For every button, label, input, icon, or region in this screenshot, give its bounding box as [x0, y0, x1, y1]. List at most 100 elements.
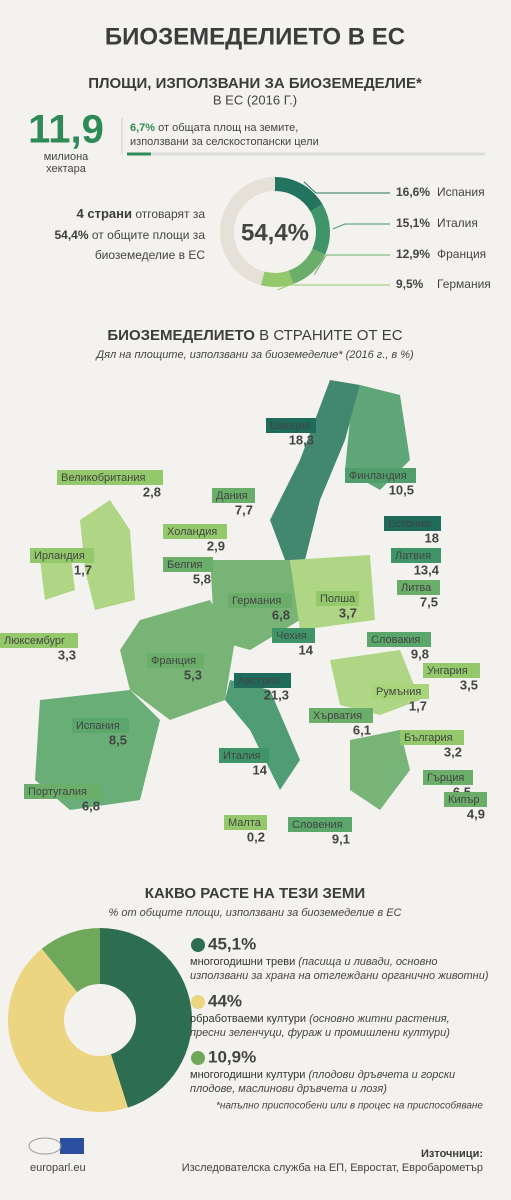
country-name: Румъния: [376, 686, 421, 698]
share-label: 6,7%: [130, 122, 155, 134]
ring-label: 9,5%: [396, 277, 424, 291]
crop-desc: (пасища и ливади, основно: [298, 956, 437, 968]
country-value: 4,9: [467, 806, 485, 821]
country-label-box: [147, 653, 204, 668]
country-name: Хърватия: [313, 710, 362, 722]
country-value: 14: [253, 762, 268, 777]
crop-desc: (плодови дръвчета и горски: [308, 1069, 455, 1081]
country-value: 6,1: [353, 722, 371, 737]
country-name: Великобритания: [61, 472, 146, 484]
country-name: Естония: [388, 518, 430, 530]
top-text: 54,4% от общите площи за: [54, 228, 205, 242]
ring-segment: [260, 270, 294, 287]
crop-line: обработваеми култури (основно житни раст…: [190, 1013, 450, 1025]
country-value: 0,2: [247, 829, 265, 844]
crop-desc: плодове, маслинови дръвчета и лозя): [190, 1083, 387, 1095]
donut-segment: [100, 928, 192, 1108]
country-value: 18,3: [289, 432, 314, 447]
country-label-box: [444, 792, 487, 807]
ring-segment: [310, 204, 330, 255]
country-value: 9,1: [332, 831, 350, 846]
page-title: БИОЗЕМЕДЕЛИЕТО В ЕС: [105, 23, 405, 50]
country-name: Австрия: [238, 675, 280, 687]
icon: [191, 995, 205, 1009]
site: europarl.eu: [30, 1162, 86, 1174]
country-label-box: [266, 418, 316, 433]
country-label-box: [423, 663, 480, 678]
country-name: Холандия: [167, 526, 217, 538]
crop-desc: пресни зеленчуци, фураж и промишлени кул…: [190, 1027, 450, 1039]
ring-label: 16,6%: [396, 185, 430, 199]
logo: [28, 1137, 62, 1155]
leader: [303, 181, 390, 194]
country-value: 1,7: [74, 562, 92, 577]
crop-value: 44%: [208, 991, 242, 1010]
country-label-box: [391, 548, 441, 563]
country-name: Дания: [216, 490, 248, 502]
country-name: България: [404, 732, 453, 744]
ring-name: Италия: [437, 216, 478, 230]
country-label-box: [224, 815, 267, 830]
country-value: 5,8: [193, 571, 211, 586]
section-title: БИОЗЕМЕДЕЛИЕТО В СТРАНИТЕ ОТ ЕС: [107, 327, 402, 344]
total-unit: хектара: [46, 163, 87, 175]
top-bold: 54,4%: [54, 228, 88, 242]
section-subtitle: % от общите площи, използвани за биоземе…: [109, 907, 402, 919]
country-value: 3,2: [444, 744, 462, 759]
region: [80, 500, 135, 610]
country-label-box: [309, 708, 373, 723]
country-label-box: [212, 488, 255, 503]
country-name: Швеция: [270, 420, 310, 432]
ring-label: 15,1%: [396, 216, 430, 230]
country-value: 6,8: [272, 607, 290, 622]
section-title: КАКВО РАСТЕ НА ТЕЗИ ЗЕМИ: [145, 885, 365, 902]
country-label-box: [272, 628, 315, 643]
region: [225, 680, 300, 790]
leader: [277, 284, 390, 291]
leader: [332, 223, 390, 230]
country-value: 7,5: [420, 594, 438, 609]
country-name: Италия: [223, 750, 261, 762]
crop-name: многогодишни треви: [190, 956, 295, 968]
country-name: Белгия: [167, 559, 203, 571]
country-name: Литва: [401, 582, 432, 594]
country-name: Испания: [76, 720, 120, 732]
country-name: Франция: [151, 655, 196, 667]
section-subtitle: Дял на площите, използвани за биоземедел…: [94, 349, 414, 361]
title-part: БИОЗЕМЕДЕЛИЕТО: [107, 327, 255, 344]
share-text: използвани за селскостопански цели: [130, 136, 319, 148]
country-label-box: [345, 468, 416, 483]
country-value: 2,9: [207, 538, 225, 553]
total-unit: милиона: [44, 151, 89, 163]
ring-name: Германия: [437, 277, 491, 291]
country-name: Финландия: [349, 470, 407, 482]
ring-segment: [288, 248, 326, 284]
country-label-box: [163, 557, 213, 572]
crop-name: многогодишни култури: [190, 1069, 305, 1081]
country-name: Словакия: [371, 634, 420, 646]
ring-label: 12,9%: [396, 247, 430, 261]
country-value: 21,3: [264, 687, 289, 702]
crop-desc: използвани за храна на отглеждани органи…: [190, 970, 489, 982]
country-name: Чехия: [276, 630, 307, 642]
crop-line: многогодишни култури (плодови дръвчета и…: [190, 1069, 455, 1081]
country-value: 2,8: [143, 484, 161, 499]
country-value: 14: [299, 642, 314, 657]
crop-name: обработваеми култури: [190, 1013, 306, 1025]
country-value: 9,8: [411, 646, 429, 661]
country-label-box: [316, 591, 359, 606]
country-value: 10,5: [389, 482, 414, 497]
country-label-box: [72, 718, 129, 733]
country-name: Малта: [228, 817, 262, 829]
country-label-box: [384, 516, 441, 531]
country-label-box: [30, 548, 94, 563]
country-name: Португалия: [28, 786, 87, 798]
country-name: Гърция: [427, 772, 464, 784]
top-text: отговарят за: [135, 207, 205, 221]
total-value: 11,9: [28, 108, 104, 152]
crop-desc: (основно житни растения,: [309, 1013, 450, 1025]
country-label-box: [234, 673, 291, 688]
top-text: биоземеделие в ЕС: [95, 248, 206, 262]
country-value: 13,4: [414, 562, 440, 577]
